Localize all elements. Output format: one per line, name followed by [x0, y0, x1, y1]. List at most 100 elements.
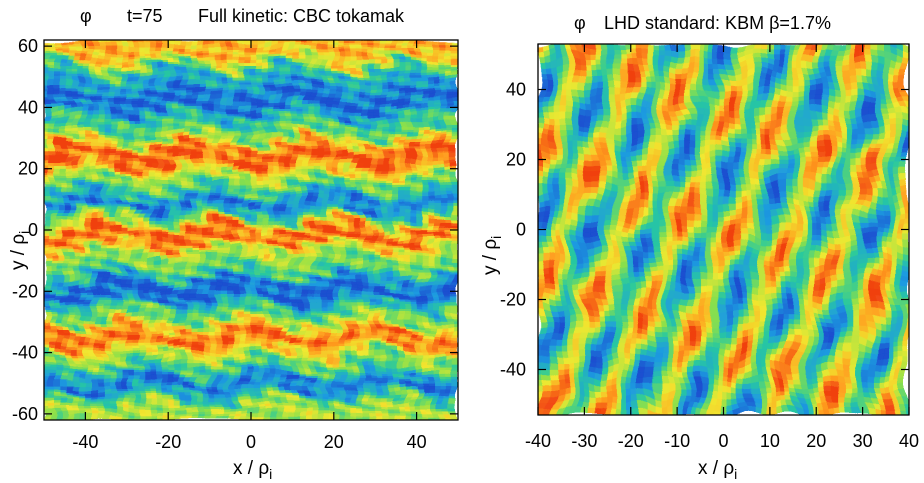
left-heatmap-cell	[398, 133, 406, 137]
left-heatmap-cell	[238, 133, 246, 137]
left-heatmap-cell	[138, 57, 146, 61]
left-heatmap-cell	[156, 235, 163, 240]
left-heatmap-cell	[102, 220, 110, 225]
left-heatmap-cell	[357, 238, 364, 243]
left-heatmap-cell	[398, 206, 406, 211]
left-heatmap-cell	[215, 165, 222, 170]
left-heatmap-cell	[61, 106, 69, 111]
left-heatmap-cell	[345, 51, 353, 56]
left-heatmap-cell	[167, 191, 175, 196]
left-heatmap-cell	[439, 121, 447, 126]
left-heatmap-cell	[422, 83, 429, 88]
left-heatmap-cell	[173, 95, 181, 99]
left-heatmap-cell	[102, 188, 110, 193]
left-heatmap-cell	[416, 174, 424, 178]
left-heatmap-cell	[138, 109, 146, 114]
left-heatmap-cell	[368, 54, 376, 59]
left-heatmap-cell	[280, 89, 287, 94]
left-heatmap-cell	[374, 180, 382, 184]
left-heatmap-cell	[357, 162, 364, 167]
left-heatmap-cell	[321, 209, 329, 213]
left-heatmap-cell	[298, 57, 305, 61]
left-heatmap-cell	[179, 153, 187, 158]
left-heatmap-cell	[434, 197, 441, 202]
left-heatmap-cell	[232, 168, 240, 173]
left-heatmap-cell	[108, 177, 116, 181]
left-heatmap-cell	[250, 194, 258, 199]
left-heatmap-cell	[374, 215, 382, 219]
left-heatmap-cell	[351, 229, 358, 234]
left-heatmap-cell	[439, 42, 447, 47]
left-heatmap-cell	[114, 54, 122, 59]
left-heatmap-cell	[185, 77, 193, 82]
left-heatmap-cell	[374, 40, 382, 44]
left-heatmap-cell	[203, 168, 211, 173]
left-heatmap-cell	[67, 238, 75, 243]
left-heatmap-cell	[374, 115, 382, 120]
left-heatmap-cell	[434, 188, 441, 193]
left-heatmap-cell	[333, 74, 341, 79]
left-heatmap-cell	[339, 153, 347, 158]
left-heatmap-cell	[102, 63, 110, 67]
left-heatmap-cell	[227, 209, 234, 213]
left-heatmap-cell	[262, 54, 270, 59]
left-heatmap-cell	[61, 115, 69, 120]
left-heatmap-cell	[262, 191, 270, 196]
left-heatmap-cell	[215, 241, 222, 246]
left-heatmap-cell	[173, 71, 181, 76]
left-heatmap-cell	[221, 48, 228, 53]
left-heatmap-cell	[96, 60, 104, 64]
left-heatmap-cell	[303, 95, 311, 99]
left-heatmap-cell	[286, 238, 293, 243]
left-heatmap-cell	[262, 150, 270, 155]
left-heatmap-cell	[286, 194, 293, 199]
left-heatmap-cell	[345, 130, 353, 135]
left-heatmap-cell	[55, 182, 63, 187]
left-heatmap-cell	[102, 247, 110, 251]
left-heatmap-cell	[126, 223, 134, 228]
left-heatmap-cell	[434, 159, 441, 164]
left-heatmap-cell	[422, 68, 429, 73]
left-heatmap-cell	[292, 136, 299, 140]
left-heatmap-cell	[61, 45, 69, 50]
left-heatmap-cell	[191, 218, 199, 222]
left-heatmap-cell	[309, 98, 317, 102]
left-heatmap-cell	[209, 139, 217, 143]
left-heatmap-cell	[428, 104, 435, 108]
left-heatmap-cell	[333, 124, 341, 129]
left-heatmap-cell	[345, 68, 353, 73]
left-heatmap-cell	[404, 144, 412, 149]
left-heatmap-cell	[197, 188, 205, 193]
left-heatmap-cell	[44, 185, 51, 190]
left-heatmap-cell	[108, 63, 116, 67]
left-heatmap-cell	[357, 112, 364, 117]
left-heatmap-cell	[138, 223, 146, 228]
left-heatmap-cell	[368, 209, 376, 213]
left-heatmap-cell	[55, 247, 63, 251]
left-heatmap-cell	[221, 203, 228, 208]
left-heatmap-cell	[439, 115, 447, 120]
left-heatmap-cell	[61, 136, 69, 140]
left-heatmap-cell	[268, 197, 276, 202]
left-heatmap-cell	[309, 194, 317, 199]
left-heatmap-cell	[315, 95, 323, 99]
left-heatmap-cell	[315, 104, 323, 108]
left-heatmap-cell	[67, 136, 75, 140]
left-heatmap-cell	[292, 101, 299, 105]
left-heatmap-cell	[203, 153, 211, 158]
left-heatmap-cell	[309, 86, 317, 91]
left-heatmap-cell	[91, 133, 98, 137]
left-heatmap-cell	[333, 229, 341, 234]
left-heatmap-cell	[44, 106, 51, 111]
left-heatmap-cell	[197, 86, 205, 91]
left-heatmap-cell	[244, 180, 252, 184]
left-heatmap-cell	[227, 115, 234, 120]
left-heatmap-cell	[333, 101, 341, 105]
left-heatmap-cell	[132, 71, 140, 76]
left-heatmap-cell	[262, 220, 270, 225]
left-heatmap-cell	[363, 215, 370, 219]
left-heatmap-cell	[73, 92, 80, 97]
left-heatmap-cell	[203, 177, 211, 181]
left-heatmap-cell	[108, 54, 116, 59]
left-heatmap-cell	[185, 194, 193, 199]
